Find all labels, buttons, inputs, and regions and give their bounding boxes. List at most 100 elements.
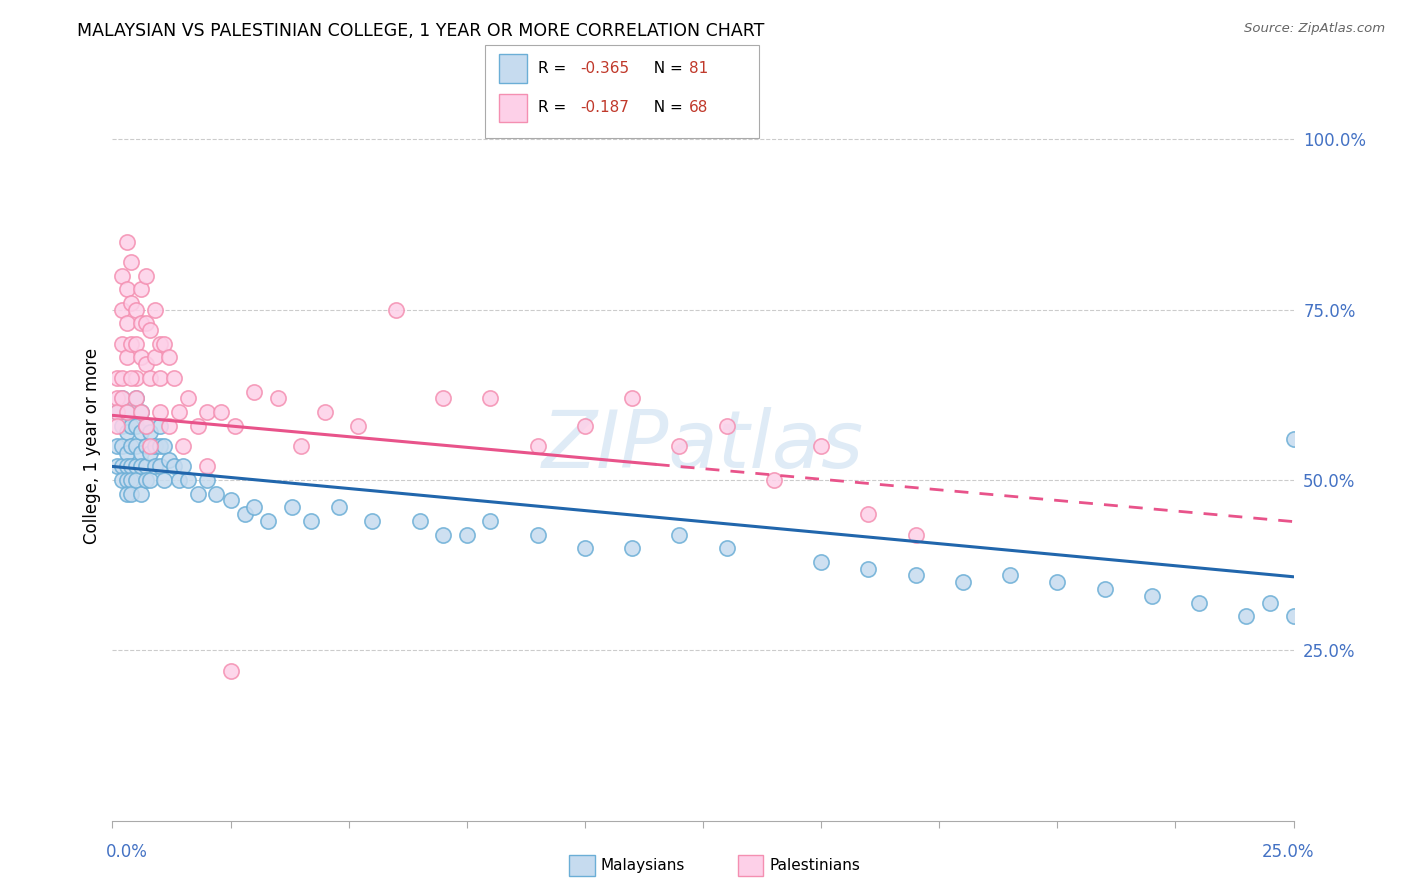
- Point: [621, 541, 644, 556]
- Point: [105, 405, 128, 419]
- Point: [858, 561, 880, 575]
- Point: [385, 302, 408, 317]
- Text: 0.0%: 0.0%: [105, 843, 148, 861]
- Point: [186, 418, 208, 433]
- Point: [111, 459, 134, 474]
- Point: [668, 527, 690, 541]
- Point: [105, 371, 128, 385]
- Point: [195, 459, 218, 474]
- Point: [139, 473, 162, 487]
- Point: [115, 317, 138, 331]
- Point: [111, 439, 134, 453]
- Point: [125, 418, 148, 433]
- Point: [105, 418, 128, 433]
- Point: [149, 459, 172, 474]
- Point: [135, 357, 157, 371]
- Point: [135, 317, 157, 331]
- Text: N =: N =: [644, 101, 683, 115]
- Point: [243, 500, 266, 515]
- Point: [432, 527, 454, 541]
- Point: [408, 514, 430, 528]
- Point: [105, 439, 128, 453]
- Point: [281, 500, 304, 515]
- Point: [135, 439, 157, 453]
- Point: [172, 459, 194, 474]
- Point: [858, 507, 880, 521]
- Point: [157, 452, 180, 467]
- Point: [125, 371, 148, 385]
- Point: [1094, 582, 1116, 596]
- Point: [105, 392, 128, 406]
- Point: [115, 351, 138, 365]
- Text: ZIPatlas: ZIPatlas: [541, 407, 865, 485]
- Point: [120, 473, 142, 487]
- Point: [129, 486, 152, 500]
- Point: [904, 527, 927, 541]
- Point: [716, 418, 738, 433]
- Point: [115, 235, 138, 249]
- Point: [129, 405, 152, 419]
- Point: [243, 384, 266, 399]
- Point: [668, 439, 690, 453]
- Point: [209, 405, 232, 419]
- Point: [105, 405, 128, 419]
- Point: [115, 282, 138, 296]
- Point: [111, 392, 134, 406]
- Point: [810, 555, 832, 569]
- Point: [219, 664, 242, 678]
- Point: [314, 405, 336, 419]
- Point: [105, 459, 128, 474]
- Text: Source: ZipAtlas.com: Source: ZipAtlas.com: [1244, 22, 1385, 36]
- Point: [111, 418, 134, 433]
- Point: [129, 459, 152, 474]
- Text: 68: 68: [689, 101, 709, 115]
- Y-axis label: College, 1 year or more: College, 1 year or more: [83, 348, 101, 544]
- Point: [115, 425, 138, 440]
- Point: [1258, 596, 1281, 610]
- Point: [163, 459, 186, 474]
- Point: [267, 392, 290, 406]
- Text: 81: 81: [689, 62, 709, 76]
- Point: [998, 568, 1021, 582]
- Text: MALAYSIAN VS PALESTINIAN COLLEGE, 1 YEAR OR MORE CORRELATION CHART: MALAYSIAN VS PALESTINIAN COLLEGE, 1 YEAR…: [77, 22, 765, 40]
- Point: [115, 486, 138, 500]
- Point: [904, 568, 927, 582]
- Point: [526, 527, 548, 541]
- Point: [125, 392, 148, 406]
- Point: [129, 351, 152, 365]
- Point: [120, 336, 142, 351]
- Point: [143, 459, 166, 474]
- Point: [139, 425, 162, 440]
- Point: [135, 268, 157, 283]
- Point: [205, 486, 228, 500]
- Point: [149, 371, 172, 385]
- Point: [139, 439, 162, 453]
- Point: [479, 392, 502, 406]
- Point: [1140, 589, 1163, 603]
- Point: [167, 405, 190, 419]
- Point: [139, 323, 162, 337]
- Point: [1282, 609, 1305, 624]
- Point: [479, 514, 502, 528]
- Point: [111, 302, 134, 317]
- Point: [149, 418, 172, 433]
- Point: [143, 351, 166, 365]
- Point: [149, 405, 172, 419]
- Point: [167, 473, 190, 487]
- Point: [125, 459, 148, 474]
- Point: [153, 336, 176, 351]
- Point: [135, 473, 157, 487]
- Point: [125, 439, 148, 453]
- Point: [219, 493, 242, 508]
- Text: Palestinians: Palestinians: [769, 858, 860, 872]
- Point: [299, 514, 322, 528]
- Point: [1282, 432, 1305, 446]
- Point: [143, 439, 166, 453]
- Point: [456, 527, 478, 541]
- Point: [115, 405, 138, 419]
- Point: [125, 336, 148, 351]
- Point: [952, 575, 974, 590]
- Point: [129, 425, 152, 440]
- Point: [574, 418, 596, 433]
- Point: [120, 459, 142, 474]
